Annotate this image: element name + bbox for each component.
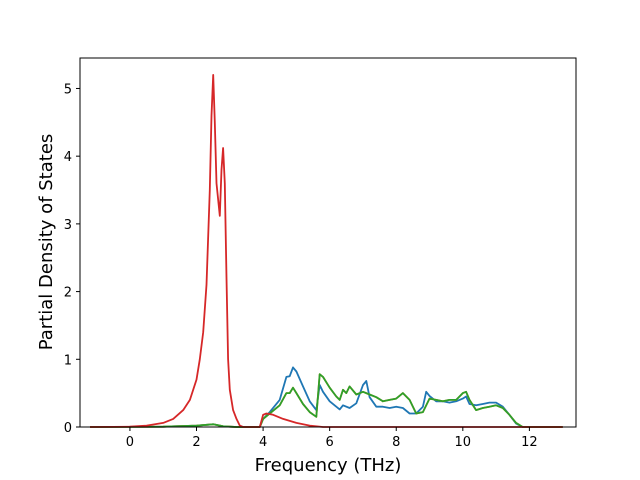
x-tick-label: 0 xyxy=(126,435,134,450)
series-line-1 xyxy=(89,366,563,428)
y-axis-ticks: 0 1 2 3 4 5 xyxy=(64,82,80,436)
series-line-4 xyxy=(89,74,563,428)
y-tick-label: 4 xyxy=(64,150,72,165)
y-tick-label: 1 xyxy=(64,353,72,368)
x-tick-label: 10 xyxy=(455,435,472,450)
plot-lines xyxy=(89,74,563,428)
y-axis-label: Partial Density of States xyxy=(36,134,57,351)
x-tick-label: 4 xyxy=(259,435,267,450)
y-tick-label: 0 xyxy=(64,421,72,436)
x-axis-ticks: 0 2 4 6 8 10 12 xyxy=(126,427,538,450)
x-tick-label: 12 xyxy=(521,435,538,450)
x-tick-label: 2 xyxy=(192,435,200,450)
y-tick-label: 5 xyxy=(64,82,72,97)
x-tick-label: 8 xyxy=(392,435,400,450)
series-line-3 xyxy=(89,373,563,428)
x-axis-label: Frequency (THz) xyxy=(255,455,402,476)
axes-frame xyxy=(79,57,577,428)
x-tick-label: 6 xyxy=(326,435,334,450)
y-tick-label: 3 xyxy=(64,218,72,233)
y-tick-label: 2 xyxy=(64,286,72,301)
